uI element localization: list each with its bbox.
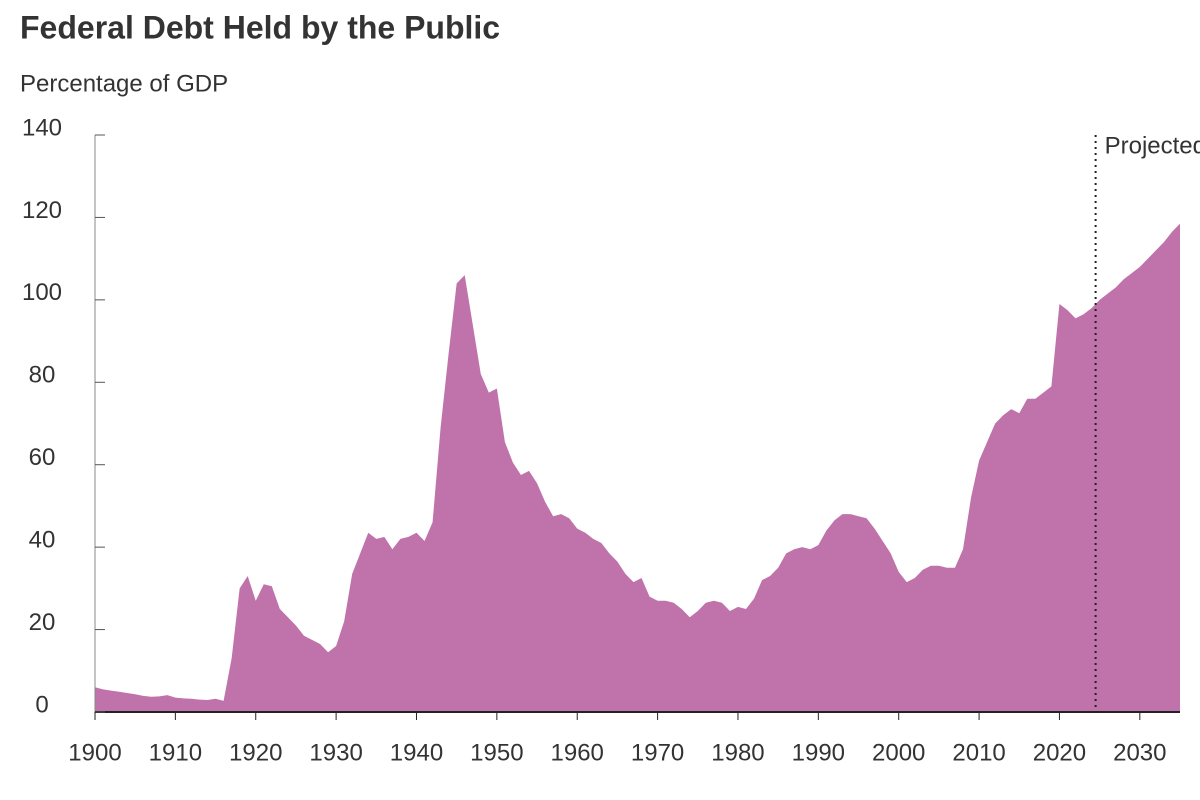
y-tick-label: 120 xyxy=(22,197,62,224)
x-tick-label: 1920 xyxy=(229,739,282,766)
chart-subtitle: Percentage of GDP xyxy=(20,70,228,97)
x-tick-label: 1990 xyxy=(792,739,845,766)
area xyxy=(95,223,1180,712)
x-tick-label: 1950 xyxy=(470,739,523,766)
x-tick-label: 1970 xyxy=(631,739,684,766)
x-tick-label: 2010 xyxy=(952,739,1005,766)
x-tick-label: 2000 xyxy=(872,739,925,766)
annotation: Projected xyxy=(1105,132,1200,159)
y-tick-label: 0 xyxy=(35,691,48,718)
y-tick-label: 100 xyxy=(22,279,62,306)
x-tick-label: 2020 xyxy=(1033,739,1086,766)
x-tick-label: 1900 xyxy=(68,739,121,766)
x-tick-label: 1940 xyxy=(390,739,443,766)
y-tick-label: 140 xyxy=(22,114,62,141)
y-tick-label: 20 xyxy=(29,609,56,636)
y-tick-label: 60 xyxy=(29,444,56,471)
y-tick-label: 80 xyxy=(29,362,56,389)
x-tick-label: 2030 xyxy=(1113,739,1166,766)
chart-title: Federal Debt Held by the Public xyxy=(20,9,500,45)
x-tick-label: 1960 xyxy=(551,739,604,766)
x-tick-label: 1980 xyxy=(711,739,764,766)
x-tick-label: 1930 xyxy=(309,739,362,766)
y-tick-label: 40 xyxy=(29,526,56,553)
x-tick-label: 1910 xyxy=(149,739,202,766)
